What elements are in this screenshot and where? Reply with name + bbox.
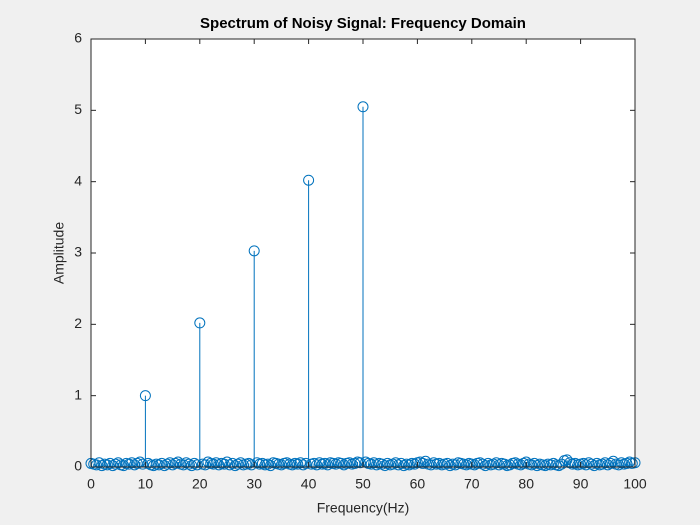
x-tick-label: 0 (87, 476, 95, 492)
stem-marker (488, 458, 500, 470)
stem-marker (153, 459, 165, 471)
stem-marker (251, 457, 263, 469)
stem-marker (281, 457, 293, 469)
stem-marker (292, 458, 304, 470)
stem-marker (433, 457, 445, 469)
stem-marker (474, 457, 486, 469)
x-tick-label: 50 (355, 476, 371, 492)
stem-marker (248, 245, 260, 257)
stem-marker (343, 457, 355, 469)
stem-marker (428, 457, 440, 469)
stem-marker (605, 457, 617, 469)
stem-marker (498, 458, 510, 470)
stem-marker (392, 459, 404, 471)
y-tick-label: 5 (74, 101, 82, 117)
stem-marker (528, 457, 540, 469)
stem-marker (596, 458, 608, 470)
stem-marker (368, 457, 380, 469)
stem-marker (139, 390, 151, 402)
x-tick-label: 80 (518, 476, 534, 492)
stem-marker (156, 457, 168, 469)
x-tick-label: 70 (464, 476, 480, 492)
stem-marker (104, 457, 116, 469)
stem-marker (300, 457, 312, 469)
stem-marker (142, 457, 154, 469)
y-tick-label: 4 (74, 172, 82, 188)
stem-marker (194, 317, 206, 329)
stem-marker (390, 457, 402, 469)
stem-marker (420, 455, 432, 467)
y-tick-label: 3 (74, 244, 82, 260)
stem-marker (599, 457, 611, 469)
y-tick-label: 0 (74, 458, 82, 474)
stem-marker (482, 457, 494, 469)
stem-marker (109, 458, 121, 470)
stem-marker (583, 457, 595, 469)
y-axis-label: Amplitude (51, 222, 67, 284)
stem-marker (180, 457, 192, 469)
stem-marker (235, 457, 247, 469)
y-tick-label: 1 (74, 386, 82, 402)
stem-marker (164, 457, 176, 469)
x-tick-label: 40 (301, 476, 317, 492)
stem-marker (131, 457, 143, 469)
x-tick-label: 100 (623, 476, 647, 492)
stem-marker (207, 458, 219, 470)
y-tick-label: 6 (74, 30, 82, 46)
stem-marker (365, 458, 377, 470)
stem-marker (509, 457, 521, 469)
stem-marker (490, 457, 502, 469)
stem-marker (591, 457, 603, 469)
x-tick-label: 10 (138, 476, 154, 492)
x-tick-label: 20 (192, 476, 208, 492)
stem-marker (441, 457, 453, 469)
stem-marker (313, 457, 325, 469)
plot-area (85, 101, 641, 472)
stem-marker (395, 457, 407, 469)
x-axis-label: Frequency(Hz) (317, 500, 410, 516)
stem-marker (112, 457, 124, 469)
stem-marker (615, 457, 627, 469)
stem-marker (607, 455, 619, 467)
stem-marker (381, 457, 393, 469)
stem-marker (517, 457, 529, 469)
stem-marker (294, 457, 306, 469)
stem-marker (210, 457, 222, 469)
stem-marker (123, 458, 135, 470)
stem-marker (547, 457, 559, 469)
stem-marker (387, 458, 399, 470)
x-tick-label: 30 (246, 476, 262, 492)
stem-marker (169, 457, 181, 469)
stem-marker (226, 457, 238, 469)
stem-marker (256, 457, 268, 469)
stem-marker (224, 459, 236, 471)
stem-marker (303, 174, 315, 186)
stem-marker (126, 457, 138, 469)
stem-marker (357, 101, 369, 113)
stem-marker (232, 458, 244, 470)
chart-title: Spectrum of Noisy Signal: Frequency Doma… (200, 15, 526, 32)
stem-marker (93, 457, 105, 469)
x-tick-label: 90 (573, 476, 589, 492)
stem-marker (161, 458, 173, 470)
stem-marker (564, 457, 576, 469)
stem-marker (218, 458, 230, 470)
y-tick-label: 2 (74, 315, 82, 331)
stem-marker (101, 459, 113, 471)
x-tick-label: 60 (410, 476, 426, 492)
